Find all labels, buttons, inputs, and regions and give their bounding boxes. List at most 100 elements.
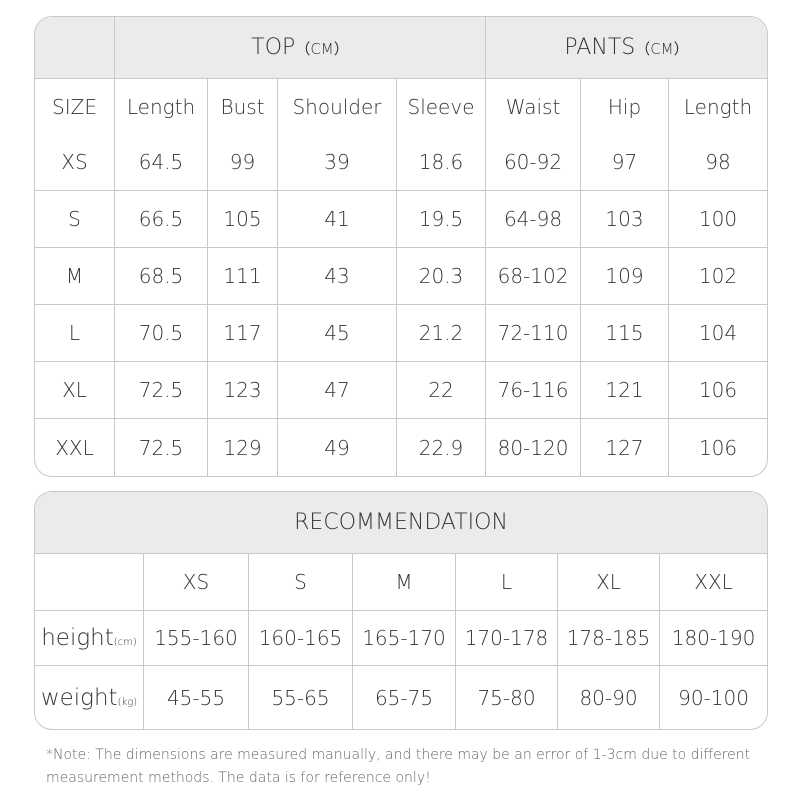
- column-header: Hip: [581, 79, 670, 134]
- empty-cell: [35, 554, 144, 611]
- height-row: height(cm) 155-160 160-165 165-170 170-178 17…: [35, 611, 768, 666]
- table-cell: 106: [698, 435, 738, 460]
- weight-label-cell: weight(kg): [35, 666, 144, 729]
- table-cell: 72.5: [115, 419, 208, 476]
- weight-cell: 65-75: [353, 666, 456, 729]
- weight-cell: 55-65: [249, 666, 353, 729]
- weight-cell: 75-80: [456, 666, 558, 729]
- table-row: XXL 72.5 129 49 22.9 80-120 127 106: [35, 419, 767, 476]
- weight-unit: (kg): [117, 696, 138, 708]
- table-cell: 43: [278, 248, 397, 305]
- table-cell: 117: [208, 305, 278, 362]
- table-cell: 97: [581, 134, 670, 191]
- table-cell: L: [35, 305, 115, 362]
- table-cell: 100: [669, 191, 768, 248]
- size-cell: S: [249, 554, 353, 611]
- table-cell: 99: [208, 134, 278, 191]
- table-cell: 104: [669, 305, 768, 362]
- weight-cell: 80-90: [558, 666, 660, 729]
- table-cell: 76-116: [486, 362, 582, 419]
- column-header: Length: [683, 94, 753, 119]
- table-cell: 47: [278, 362, 397, 419]
- table-cell: 123: [208, 362, 278, 419]
- size-cell: L: [456, 554, 558, 611]
- table-cell: 103: [581, 191, 670, 248]
- size-row: XS S M L XL XXL: [35, 554, 768, 611]
- table-cell: 19.5: [397, 191, 487, 248]
- recommendation-header-row: RECOMMENDATION: [35, 492, 768, 554]
- pants-title: PANTS: [564, 35, 636, 60]
- column-header-row: SIZE Length Bust Shoulder Sleeve Waist Hip Leng…: [35, 79, 767, 134]
- header-empty-cell: [35, 17, 115, 79]
- table-cell: XL: [35, 362, 115, 419]
- size-chart-table: TOP（CM） PANTS（CM） SIZE Length Bust Shoulder…: [34, 16, 769, 477]
- table-cell: 18.6: [397, 134, 487, 191]
- height-cell: 160-165: [249, 611, 353, 666]
- top-title: TOP: [251, 35, 296, 60]
- table-cell: 109: [581, 248, 670, 305]
- table-cell: 68-102: [486, 248, 582, 305]
- table-header-row: TOP（CM） PANTS（CM）: [35, 17, 768, 79]
- weight-row: weight(kg) 45-55 55-65 65-75 75-80 80-90 90-10…: [35, 666, 767, 729]
- table-cell: 70.5: [115, 305, 208, 362]
- pants-header: PANTS（CM）: [486, 17, 768, 79]
- size-cell: M: [353, 554, 456, 611]
- table-cell: 106: [669, 362, 768, 419]
- table-cell: 72.5: [115, 362, 208, 419]
- table-cell: XXL: [35, 419, 115, 476]
- top-unit: （CM）: [295, 40, 349, 58]
- table-row: XL 72.5 123 47 22 76-116 121 106: [35, 362, 768, 419]
- top-header: TOP（CM）: [115, 17, 487, 79]
- table-cell: XS: [35, 134, 115, 191]
- column-header: Shoulder: [278, 79, 397, 134]
- table-cell: 41: [278, 191, 397, 248]
- table-cell: 127: [581, 419, 670, 476]
- table-cell: S: [35, 191, 115, 248]
- recommendation-title: RECOMMENDATION: [35, 492, 768, 554]
- table-cell: 22.9: [397, 419, 487, 476]
- table-cell: 129: [208, 419, 278, 476]
- table-cell: 105: [208, 191, 278, 248]
- table-cell: 45: [278, 305, 397, 362]
- table-cell: 72-110: [486, 305, 582, 362]
- size-cell: XXL: [660, 554, 768, 611]
- table-row: L 70.5 117 45 21.2 72-110 115 104: [35, 305, 768, 362]
- table-cell: 60-92: [486, 134, 582, 191]
- table-row: M 68.5 111 43 20.3 68-102 109 102: [35, 248, 768, 305]
- weight-label: weight: [40, 684, 118, 711]
- table-cell: 49: [278, 419, 397, 476]
- table-row: XS 64.5 99 39 18.6 60-92 97 98: [35, 134, 768, 191]
- weight-cell: 90-100: [678, 685, 749, 710]
- height-cell: 178-185: [558, 611, 660, 666]
- height-cell: 165-170: [353, 611, 456, 666]
- pants-unit: （CM）: [635, 40, 689, 58]
- height-label: height: [41, 625, 114, 651]
- table-cell: 22: [397, 362, 487, 419]
- column-header: Sleeve: [397, 79, 487, 134]
- weight-cell: 45-55: [144, 666, 249, 729]
- table-row: S 66.5 105 41 19.5 64-98 103 100: [35, 191, 768, 248]
- table-cell: 20.3: [397, 248, 487, 305]
- height-unit: (cm): [113, 637, 137, 648]
- table-cell: 98: [669, 134, 768, 191]
- height-cell: 155-160: [144, 611, 249, 666]
- table-cell: 21.2: [397, 305, 487, 362]
- disclaimer-note: *Note: The dimensions are measured manua…: [46, 747, 751, 786]
- table-cell: 121: [581, 362, 670, 419]
- table-cell: 115: [581, 305, 670, 362]
- column-header: Waist: [486, 79, 582, 134]
- table-cell: 64-98: [486, 191, 582, 248]
- size-cell: XS: [144, 554, 249, 611]
- table-cell: M: [35, 248, 115, 305]
- column-header: SIZE: [35, 79, 115, 134]
- column-header: Length: [115, 79, 208, 134]
- table-cell: 111: [208, 248, 278, 305]
- height-label-cell: height(cm): [35, 611, 144, 666]
- column-header: Bust: [208, 79, 278, 134]
- recommendation-table: RECOMMENDATION XS S M L XL XXL height(cm) 155-…: [34, 491, 769, 730]
- table-cell: 66.5: [115, 191, 208, 248]
- table-cell: 68.5: [115, 248, 208, 305]
- height-cell: 170-178: [456, 611, 558, 666]
- size-cell: XL: [558, 554, 660, 611]
- height-cell: 180-190: [660, 611, 768, 666]
